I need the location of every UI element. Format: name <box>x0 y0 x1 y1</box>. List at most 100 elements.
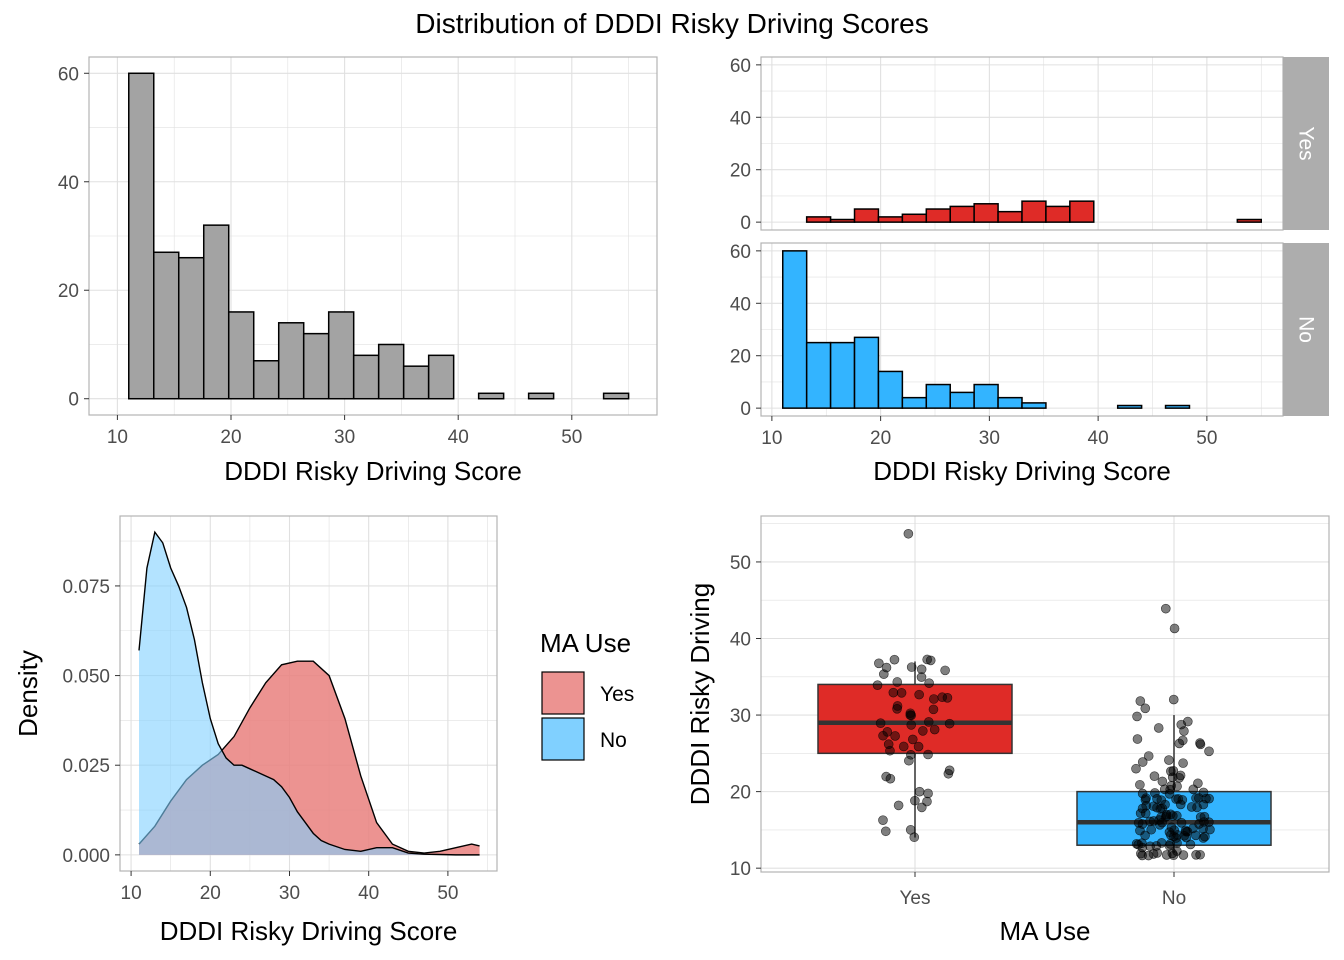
histogram-bar <box>377 343 405 400</box>
x-axis-title: MA Use <box>999 916 1090 946</box>
data-point-yes <box>914 786 925 797</box>
data-point-yes <box>923 749 933 760</box>
y-tick-label: 20 <box>730 347 751 368</box>
facet-histogram-bar-no <box>925 383 951 409</box>
facet-histogram-bar-no <box>782 250 808 409</box>
data-point-yes <box>888 687 899 698</box>
facet-histogram-bar-no <box>1116 404 1143 409</box>
histogram-bar <box>352 354 380 400</box>
data-point-yes <box>906 749 916 760</box>
x-tick-label: 50 <box>1196 428 1217 449</box>
x-tick-label: 50 <box>437 883 458 904</box>
data-point-no <box>1185 839 1196 850</box>
x-tick-label: 10 <box>121 883 142 904</box>
data-point-yes <box>916 664 927 675</box>
data-point-yes <box>914 689 924 700</box>
facet-histogram-bar-yes <box>1069 200 1095 223</box>
x-tick-label: 30 <box>279 883 300 904</box>
data-point-yes <box>875 718 886 728</box>
density-area-no <box>139 532 480 855</box>
x-tick-label: 20 <box>200 883 221 904</box>
x-tick-label: 10 <box>761 428 782 449</box>
x-tick-label: Yes <box>900 888 931 909</box>
data-point-no <box>1195 812 1206 822</box>
data-point-no <box>1176 817 1187 828</box>
y-tick-label: 50 <box>730 553 751 574</box>
histogram-bar <box>202 224 230 400</box>
data-point-yes <box>892 677 903 687</box>
facet-histogram-bar-yes <box>925 208 951 223</box>
data-point-no <box>1204 793 1214 804</box>
data-point-yes <box>940 665 950 676</box>
facet-strip-label: No <box>1295 316 1318 343</box>
data-point-yes <box>907 734 918 745</box>
panel-border <box>760 515 1330 873</box>
data-point-no <box>1140 703 1151 714</box>
y-tick-label: 10 <box>730 859 751 880</box>
facet-histogram-bar-yes <box>973 203 999 223</box>
histogram-bar <box>153 251 180 400</box>
histogram-bar <box>227 311 255 400</box>
facet-histogram-bar-no <box>829 341 856 409</box>
y-tick-label: 0.025 <box>62 756 110 777</box>
histogram-bar <box>602 392 630 400</box>
data-point-yes <box>922 654 932 665</box>
data-point-no <box>1182 826 1193 837</box>
data-point-yes <box>944 765 955 776</box>
data-point-yes <box>896 688 907 698</box>
histogram-bar <box>527 392 555 400</box>
x-tick-label: 30 <box>334 427 355 448</box>
facet-histogram-bar-no <box>1164 404 1191 409</box>
legend-key-yes <box>541 671 585 715</box>
data-point-yes <box>893 800 904 811</box>
legend-label: No <box>600 729 627 752</box>
data-point-yes <box>944 718 955 729</box>
data-point-no <box>1195 739 1206 750</box>
facet-strip-label: Yes <box>1295 126 1318 160</box>
data-point-yes <box>906 720 917 730</box>
data-point-no <box>1169 623 1180 634</box>
data-point-no <box>1193 778 1203 789</box>
data-point-yes <box>882 727 893 737</box>
data-point-yes <box>883 739 894 750</box>
x-axis-title: DDDI Risky Driving Score <box>224 456 522 486</box>
data-point-no <box>1164 789 1175 799</box>
data-point-no <box>1135 696 1146 706</box>
data-point-no <box>1133 839 1144 850</box>
data-point-no <box>1198 787 1209 798</box>
data-point-no <box>1156 795 1167 805</box>
density-curve-no <box>138 530 480 856</box>
data-point-yes <box>923 788 933 799</box>
data-point-no <box>1132 711 1142 722</box>
x-tick-label: 50 <box>561 427 582 448</box>
data-point-yes <box>923 717 934 727</box>
data-point-yes <box>874 658 884 669</box>
data-point-no <box>1145 841 1155 852</box>
x-tick-label: 10 <box>107 427 128 448</box>
x-tick-label: No <box>1162 888 1186 909</box>
histogram-bar <box>277 322 305 400</box>
data-point-yes <box>924 678 934 688</box>
y-tick-label: 0.075 <box>62 577 110 598</box>
y-tick-label: 60 <box>730 56 751 77</box>
data-point-yes <box>898 741 909 752</box>
y-tick-label: 0 <box>740 399 751 420</box>
faceted-histogram-panel: Yes 0 20 40 60 No 0 20 40 60 10 20 30 40 50 DDDI Risky … <box>730 56 1329 486</box>
histogram-bar <box>402 365 430 400</box>
data-point-no <box>1183 716 1193 727</box>
data-point-no <box>1175 770 1186 781</box>
y-tick-label: 0.050 <box>62 667 110 688</box>
legend-label: Yes <box>600 683 634 706</box>
facet-histogram-bar-no <box>949 391 975 409</box>
data-point-yes <box>892 701 903 711</box>
data-point-no <box>1204 746 1214 757</box>
facet-histogram-bar-yes <box>829 218 856 223</box>
data-point-no <box>1177 735 1188 746</box>
data-point-yes <box>872 680 883 690</box>
y-tick-label: 40 <box>730 294 751 315</box>
facet-histogram-bar-yes <box>1021 200 1047 223</box>
data-point-no <box>1168 694 1179 705</box>
y-tick-label: 20 <box>58 281 79 302</box>
x-axis-title: DDDI Risky Driving Score <box>160 916 458 946</box>
